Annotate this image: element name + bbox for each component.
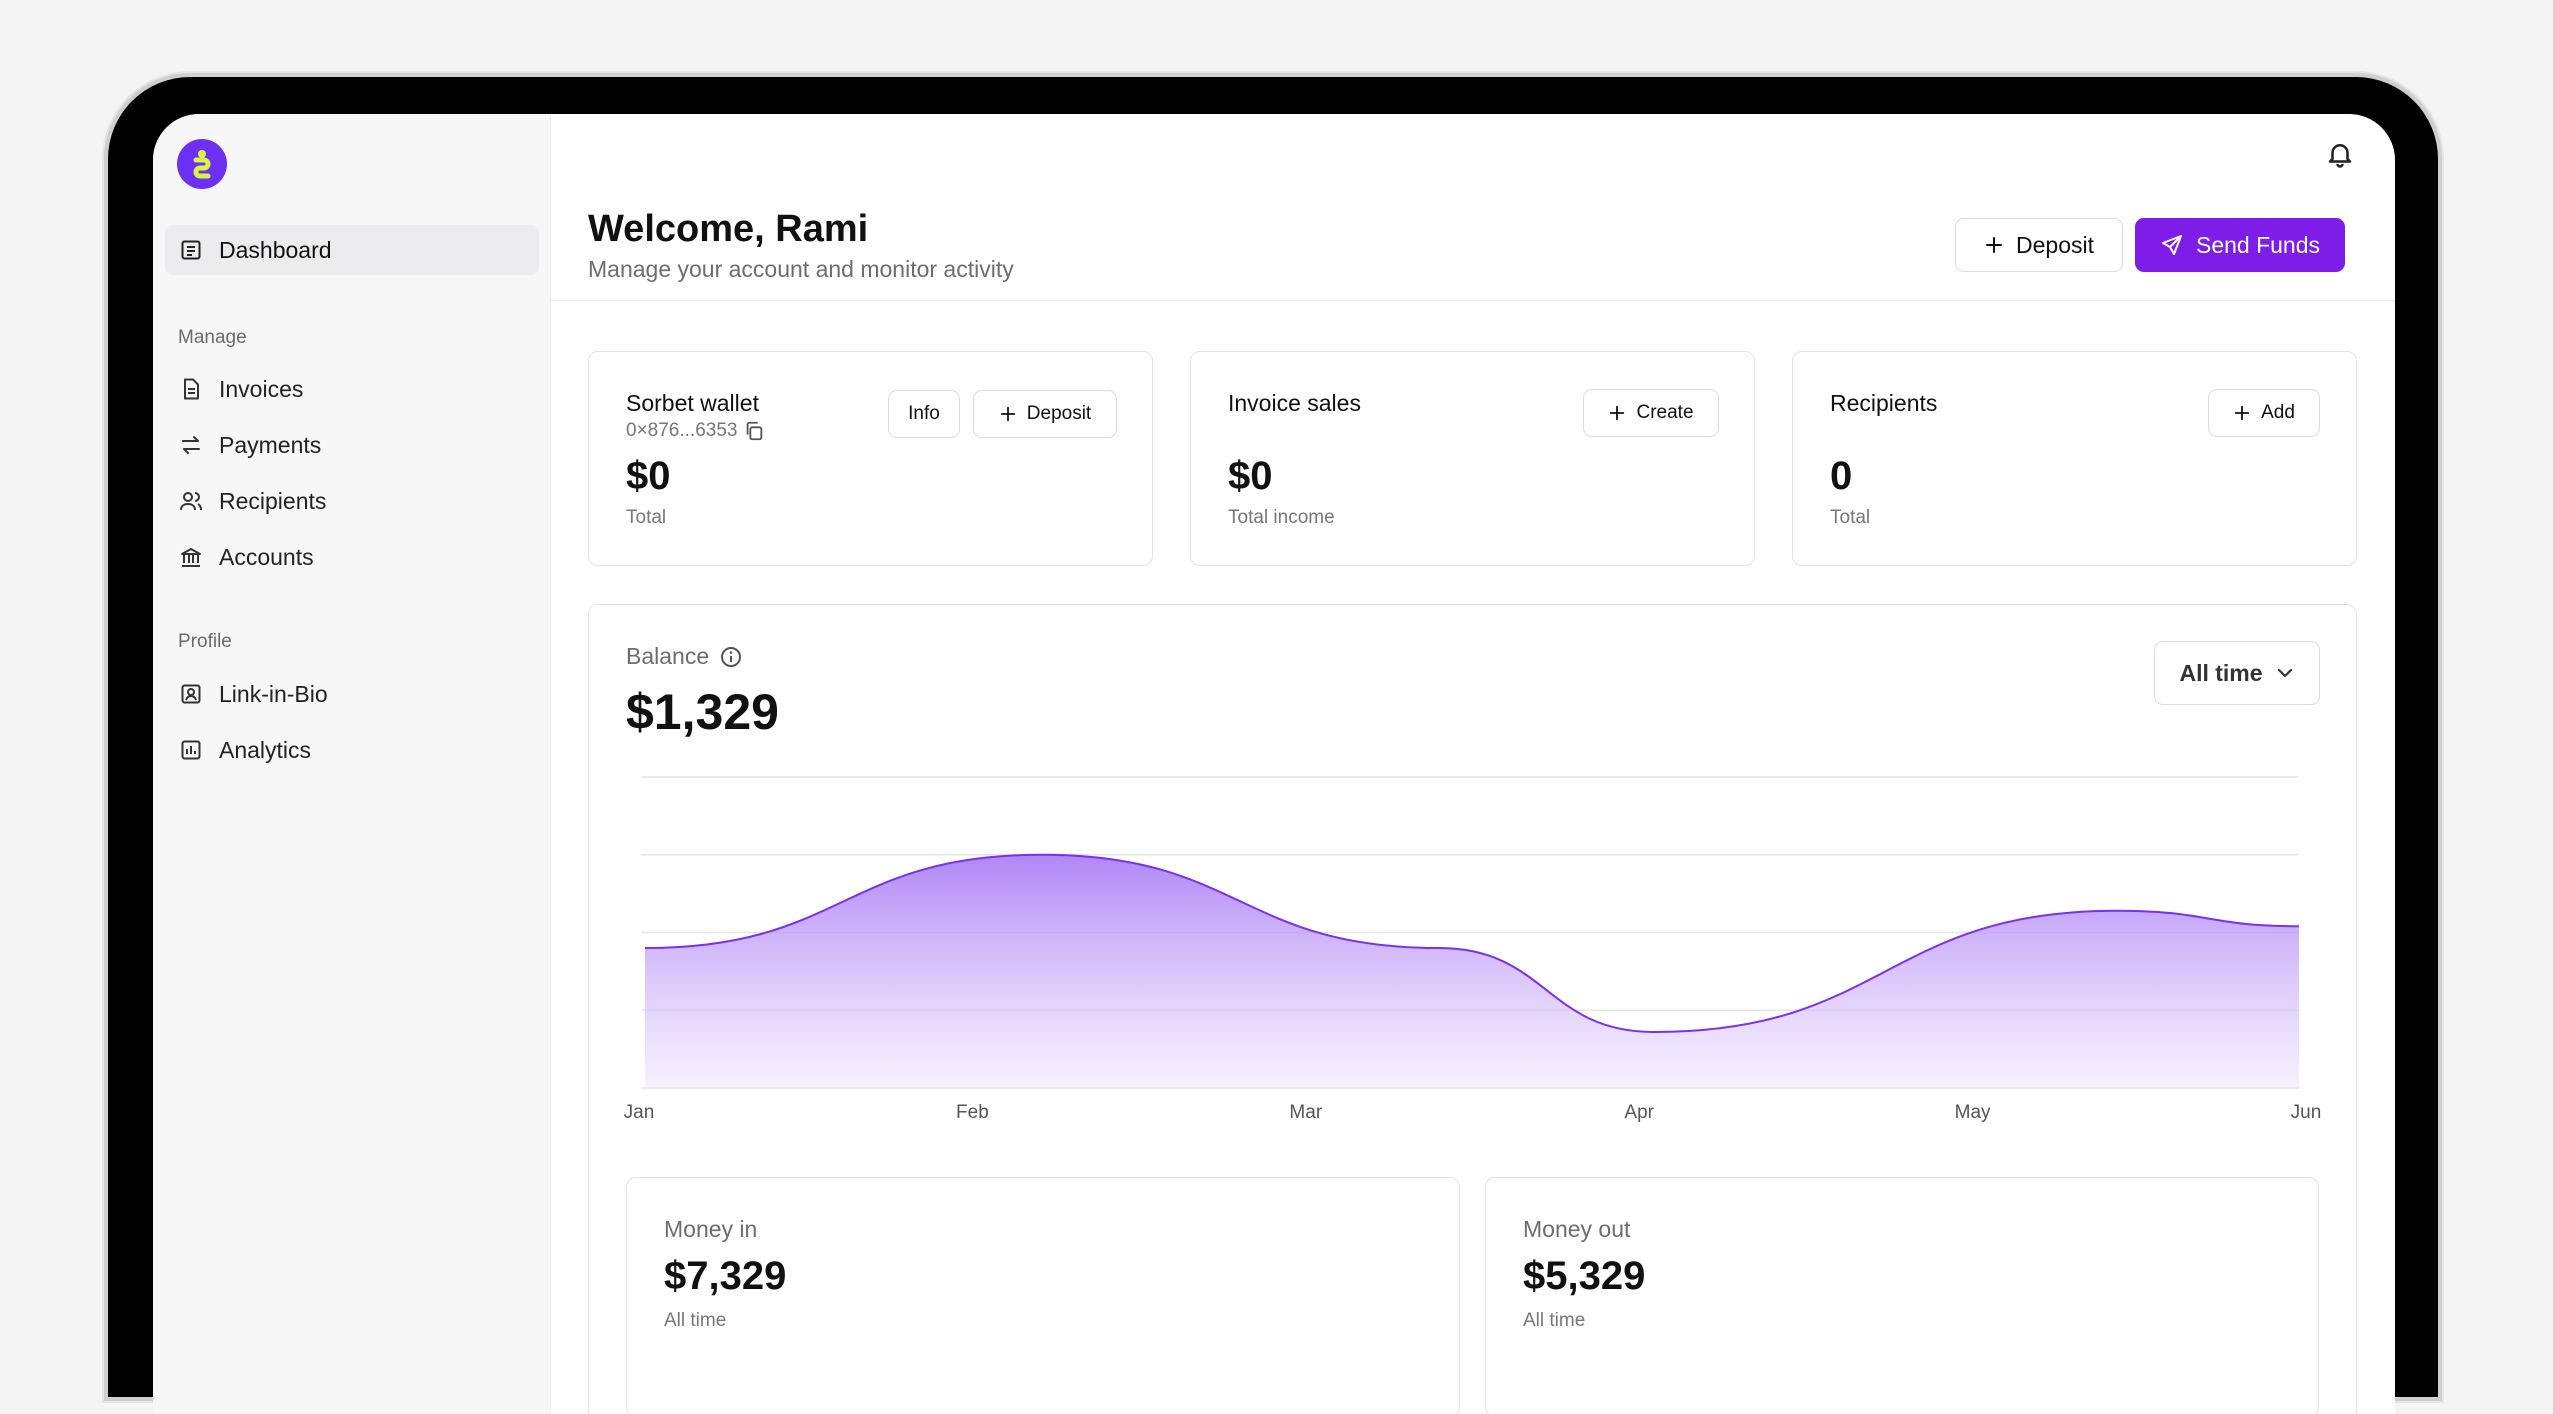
balance-chart <box>641 776 2300 1089</box>
sidebar-item-label: Payments <box>219 431 322 458</box>
page-subtitle: Manage your account and monitor activity <box>588 256 1014 282</box>
chevron-down-icon <box>2277 668 2292 678</box>
sidebar-item-recipients[interactable]: Recipients <box>165 476 539 526</box>
plus-icon <box>2234 405 2250 421</box>
balance-card: Balance $1,329 All time Jan Feb Ma <box>588 604 2357 1414</box>
deposit-button[interactable]: Deposit <box>1955 218 2123 272</box>
money-out-caption: All time <box>1523 1310 1586 1331</box>
logo-icon <box>193 150 211 179</box>
copy-icon[interactable] <box>743 420 765 442</box>
info-button[interactable]: Info <box>888 390 960 438</box>
profile-card-icon <box>181 684 201 704</box>
page-title: Welcome, Rami <box>588 208 869 250</box>
wallet-deposit-label: Deposit <box>1026 403 1092 424</box>
deposit-button-label: Deposit <box>2016 231 2094 258</box>
x-tick-label: Jun <box>2290 1102 2322 1123</box>
x-tick-label: Mar <box>1289 1102 1323 1123</box>
x-tick-label: Jan <box>623 1102 655 1123</box>
wallet-address-text: 0×876...6353 <box>626 420 738 441</box>
recipients-total-value: 0 <box>1830 454 1853 498</box>
money-in-label: Money in <box>664 1216 758 1242</box>
balance-label-row: Balance <box>626 643 743 670</box>
add-recipient-label: Add <box>2261 402 2295 423</box>
send-icon <box>2161 235 2182 255</box>
sidebar-item-link-in-bio[interactable]: Link-in-Bio <box>165 669 539 719</box>
money-out-label: Money out <box>1523 1216 1631 1242</box>
wallet-address: 0×876...6353 <box>626 420 765 442</box>
app-screen: Dashboard Manage Invoices Payments Recip… <box>153 114 2395 1414</box>
invoice-total-caption: Total income <box>1228 507 1335 528</box>
create-invoice-button[interactable]: Create <box>1583 389 1719 437</box>
bell-icon[interactable] <box>2325 139 2355 169</box>
header-divider <box>551 300 2395 301</box>
sidebar-item-label: Recipients <box>219 487 327 514</box>
send-funds-button[interactable]: Send Funds <box>2135 218 2345 272</box>
money-in-card: Money in $7,329 All time <box>626 1177 1460 1414</box>
recipients-total-caption: Total <box>1830 507 1871 528</box>
create-invoice-label: Create <box>1636 402 1694 423</box>
money-in-caption: All time <box>664 1310 727 1331</box>
x-tick-label: May <box>1954 1102 1991 1123</box>
sidebar-item-label: Invoices <box>219 375 304 402</box>
analytics-icon <box>181 740 201 760</box>
time-range-select[interactable]: All time <box>2154 641 2320 705</box>
add-recipient-button[interactable]: Add <box>2208 389 2320 437</box>
app-logo[interactable] <box>177 139 227 189</box>
wallet-deposit-button[interactable]: Deposit <box>973 390 1117 438</box>
sidebar-item-label: Analytics <box>219 736 312 763</box>
invoice-icon <box>184 378 199 400</box>
sidebar-item-payments[interactable]: Payments <box>165 420 539 470</box>
plus-icon <box>1986 237 2002 253</box>
wallet-title: Sorbet wallet <box>626 390 759 416</box>
plus-icon <box>1610 405 1625 421</box>
info-icon[interactable] <box>719 645 743 669</box>
time-range-label: All time <box>2179 659 2263 686</box>
send-funds-label: Send Funds <box>2195 231 2321 258</box>
sidebar-item-label: Accounts <box>219 543 314 570</box>
sidebar-item-analytics[interactable]: Analytics <box>165 725 539 775</box>
wallet-card: Sorbet wallet 0×876...6353 Info Deposit … <box>588 351 1153 566</box>
dashboard-icon <box>181 240 201 260</box>
users-icon <box>180 492 202 511</box>
sidebar-item-label: Link-in-Bio <box>219 680 328 707</box>
recipients-card: Recipients Add 0 Total <box>1792 351 2357 566</box>
money-in-value: $7,329 <box>664 1254 787 1298</box>
transfer-icon <box>182 436 200 454</box>
money-out-value: $5,329 <box>1523 1254 1646 1298</box>
x-tick-label: Feb <box>956 1102 989 1123</box>
bank-icon <box>181 548 201 567</box>
balance-value: $1,329 <box>626 684 779 740</box>
wallet-total-value: $0 <box>626 454 671 498</box>
sidebar-item-accounts[interactable]: Accounts <box>165 532 539 582</box>
section-label-profile: Profile <box>178 631 232 652</box>
sidebar-item-invoices[interactable]: Invoices <box>165 364 539 414</box>
sidebar-item-dashboard[interactable]: Dashboard <box>165 225 539 275</box>
balance-label: Balance <box>626 643 710 669</box>
invoice-sales-card: Invoice sales Create $0 Total income <box>1190 351 1755 566</box>
wallet-total-caption: Total <box>626 507 667 528</box>
sidebar: Dashboard Manage Invoices Payments Recip… <box>153 114 551 1414</box>
plus-icon <box>1000 406 1015 422</box>
invoice-total-value: $0 <box>1228 454 1273 498</box>
balance-line <box>644 853 2300 1034</box>
sidebar-item-label: Dashboard <box>219 236 332 263</box>
money-out-card: Money out $5,329 All time <box>1485 1177 2319 1414</box>
balance-area <box>645 854 2299 1088</box>
invoice-sales-title: Invoice sales <box>1228 390 1361 416</box>
section-label-manage: Manage <box>178 327 247 348</box>
main-content: Welcome, Rami Manage your account and mo… <box>551 114 2395 1414</box>
recipients-title: Recipients <box>1830 390 1938 416</box>
info-button-label: Info <box>908 403 940 424</box>
x-tick-label: Apr <box>1624 1102 1654 1123</box>
